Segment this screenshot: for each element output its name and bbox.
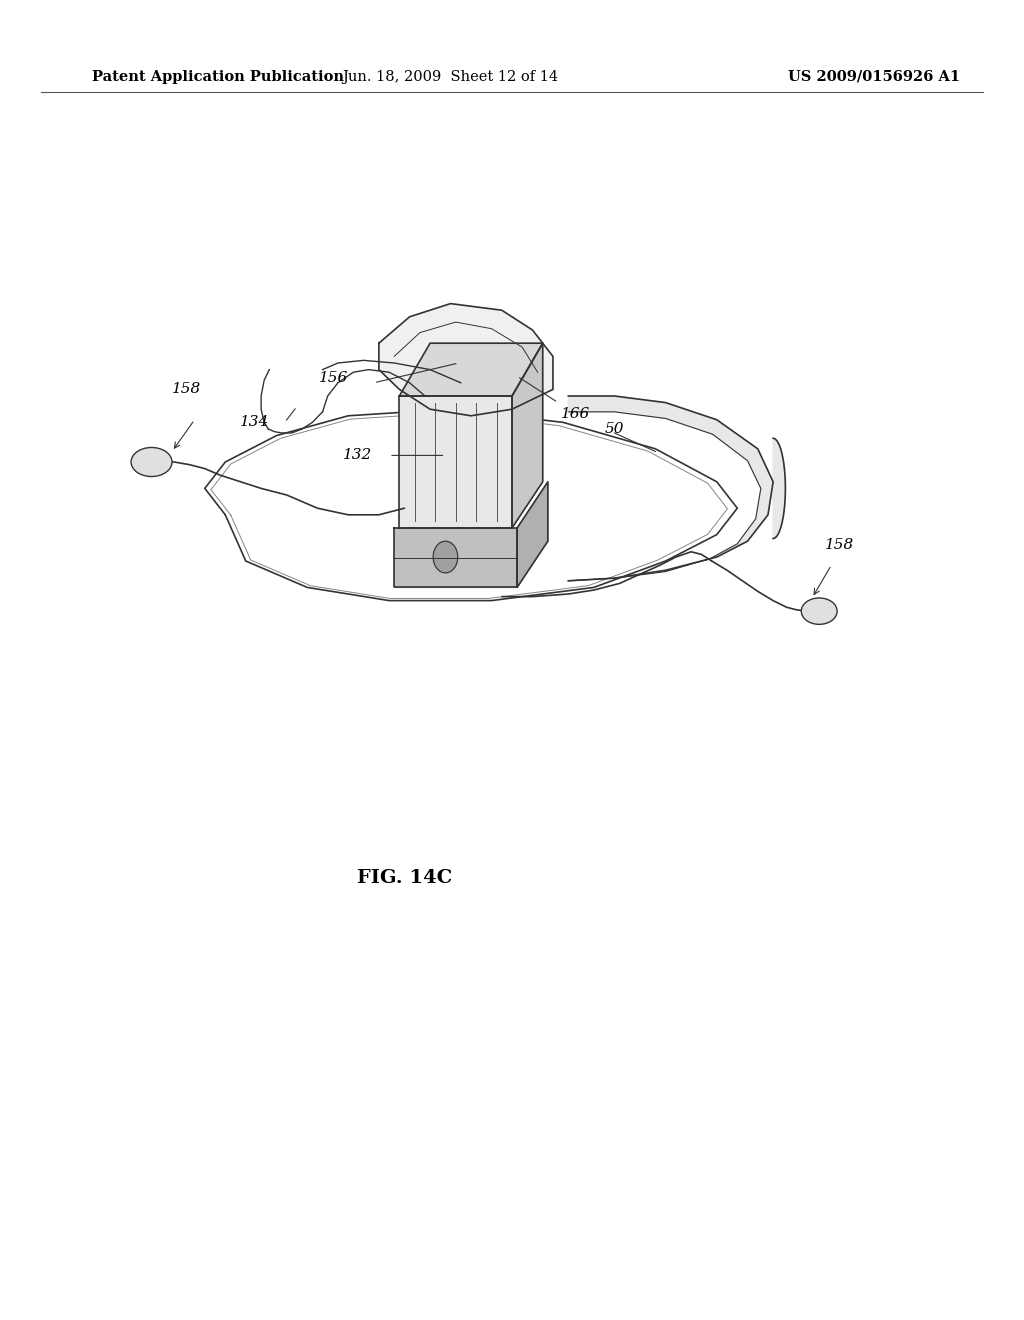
Text: 158: 158 <box>825 537 854 552</box>
Circle shape <box>433 541 458 573</box>
Polygon shape <box>568 396 773 581</box>
Polygon shape <box>517 482 548 587</box>
Polygon shape <box>399 343 543 396</box>
Text: FIG. 14C: FIG. 14C <box>356 869 453 887</box>
Text: 158: 158 <box>172 381 201 396</box>
Polygon shape <box>399 396 512 528</box>
Polygon shape <box>394 528 517 587</box>
Text: Jun. 18, 2009  Sheet 12 of 14: Jun. 18, 2009 Sheet 12 of 14 <box>342 70 559 83</box>
Text: 166: 166 <box>561 407 591 421</box>
Text: Patent Application Publication: Patent Application Publication <box>92 70 344 83</box>
Polygon shape <box>205 409 737 601</box>
Polygon shape <box>379 304 553 416</box>
Polygon shape <box>773 438 785 539</box>
Text: 134: 134 <box>240 416 269 429</box>
Text: 156: 156 <box>318 371 348 384</box>
Ellipse shape <box>131 447 172 477</box>
Text: US 2009/0156926 A1: US 2009/0156926 A1 <box>788 70 961 83</box>
Ellipse shape <box>802 598 838 624</box>
Polygon shape <box>512 343 543 528</box>
Text: 50: 50 <box>604 422 624 436</box>
Text: 132: 132 <box>342 449 372 462</box>
